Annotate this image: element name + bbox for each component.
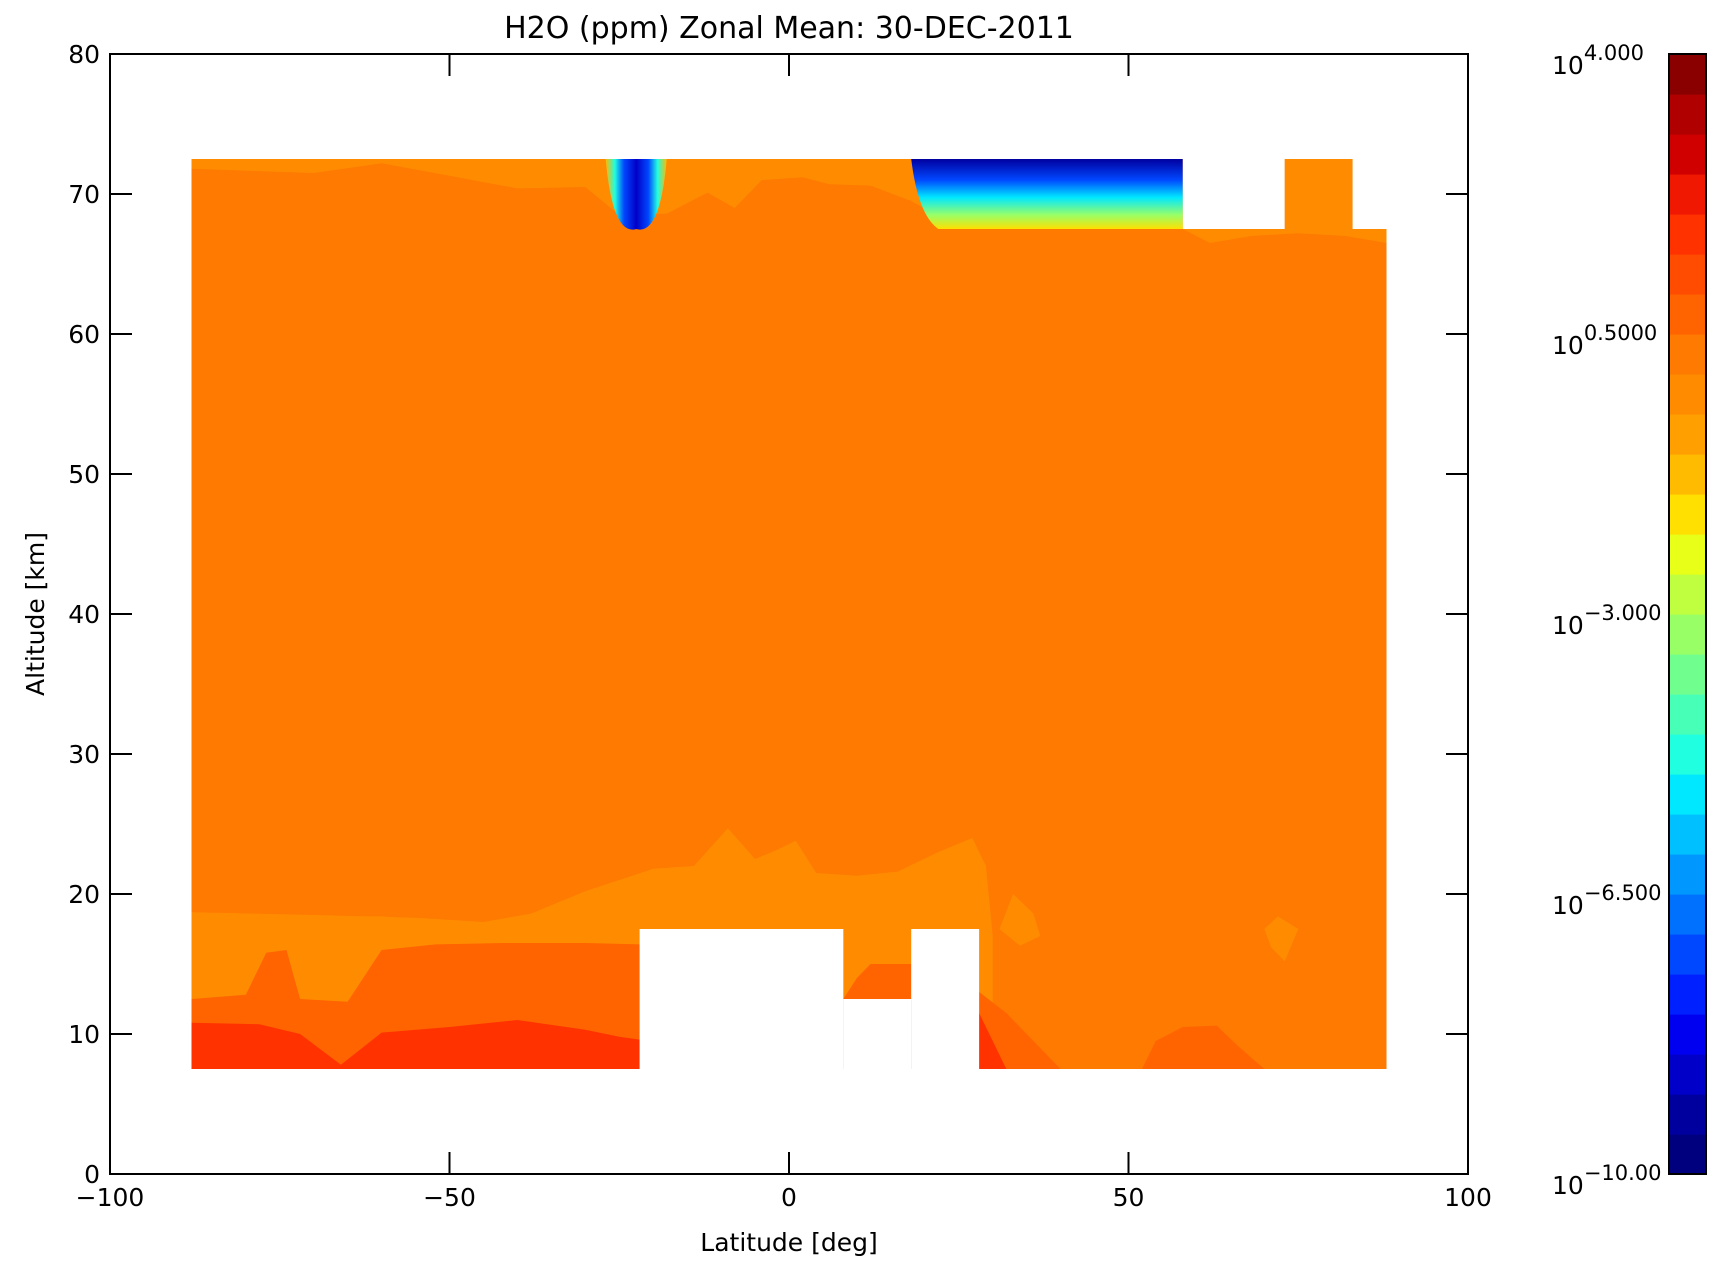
missing-data-regions (110, 54, 1468, 1174)
colorbar-swatch (1669, 974, 1706, 1015)
y-tick-label: 0 (84, 1160, 100, 1189)
colorbar (1669, 54, 1706, 1175)
colorbar-labels: 104.000 100.5000 10−3.000 10−6.500 10−10.00 (1552, 41, 1662, 1200)
y-tick-label: 50 (68, 460, 100, 489)
y-axis-label: Altitude [km] (21, 532, 50, 696)
colorbar-swatch (1669, 414, 1706, 455)
colorbar-swatch (1669, 854, 1706, 895)
region-tropopause-gap (843, 964, 912, 999)
heatmap-field (191, 159, 1387, 1069)
x-axis-label: Latitude [deg] (700, 1228, 877, 1257)
x-tick-label: 100 (1444, 1183, 1492, 1212)
colorbar-swatch (1669, 54, 1706, 95)
colorbar-swatch (1669, 734, 1706, 775)
colorbar-swatch (1669, 214, 1706, 255)
y-tick-label: 30 (68, 740, 100, 769)
x-tick-label: 50 (1113, 1183, 1145, 1212)
region-patch-a (999, 894, 1041, 946)
region-blue-spike (605, 159, 667, 230)
colorbar-tick-label: 10−10.00 (1552, 1161, 1662, 1200)
colorbar-swatch (1669, 134, 1706, 175)
colorbar-swatch (1669, 694, 1706, 735)
colorbar-swatch (1669, 934, 1706, 975)
colorbar-swatch (1669, 534, 1706, 575)
region-upper-band-north (1182, 229, 1387, 243)
y-tick-label: 40 (68, 600, 100, 629)
x-tick-label: −100 (76, 1183, 145, 1212)
colorbar-swatch (1669, 774, 1706, 815)
axis-ticks: −100 −50 0 50 100 0 10 20 30 40 50 60 70 80 (68, 40, 1492, 1212)
colorbar-swatch (1669, 654, 1706, 695)
colorbar-tick-label: 104.000 (1552, 41, 1644, 80)
y-tick-label: 20 (68, 880, 100, 909)
colorbar-swatch (1669, 1134, 1706, 1175)
colorbar-swatch (1669, 574, 1706, 615)
y-tick-label: 10 (68, 1020, 100, 1049)
colorbar-swatch (1669, 1014, 1706, 1055)
colorbar-swatch (1669, 614, 1706, 655)
region-lowest-layer (191, 1020, 640, 1069)
region-patch-b (1264, 916, 1299, 962)
colorbar-swatch (1669, 494, 1706, 535)
colorbar-swatch (1669, 94, 1706, 135)
region-tropopause-high-lat (1142, 1025, 1265, 1069)
x-tick-label: −50 (423, 1183, 476, 1212)
colorbar-swatch (1669, 454, 1706, 495)
colorbar-swatch (1669, 814, 1706, 855)
colorbar-frame (1668, 53, 1707, 1175)
colorbar-swatch (1669, 174, 1706, 215)
colorbar-tick-label: 10−6.500 (1552, 881, 1662, 920)
colorbar-swatch (1669, 374, 1706, 415)
colorbar-tick-label: 10−3.000 (1552, 601, 1662, 640)
region-tropopause-north (979, 992, 1061, 1069)
region-lowest-layer-north (979, 1013, 1007, 1069)
region-upper-patch-north (1284, 159, 1353, 229)
region-blue-band (911, 159, 1183, 229)
colorbar-swatch (1669, 894, 1706, 935)
y-tick-label: 80 (68, 40, 100, 69)
colorbar-swatch (1669, 334, 1706, 375)
y-tick-label: 70 (68, 180, 100, 209)
colorbar-swatch (1669, 1094, 1706, 1135)
chart-title: H2O (ppm) Zonal Mean: 30-DEC-2011 (504, 11, 1074, 46)
colorbar-swatch (1669, 1054, 1706, 1095)
colorbar-swatch (1669, 254, 1706, 295)
colorbar-swatch (1669, 294, 1706, 335)
y-tick-label: 60 (68, 320, 100, 349)
colorbar-tick-label: 100.5000 (1552, 321, 1657, 360)
x-tick-label: 0 (781, 1183, 797, 1212)
